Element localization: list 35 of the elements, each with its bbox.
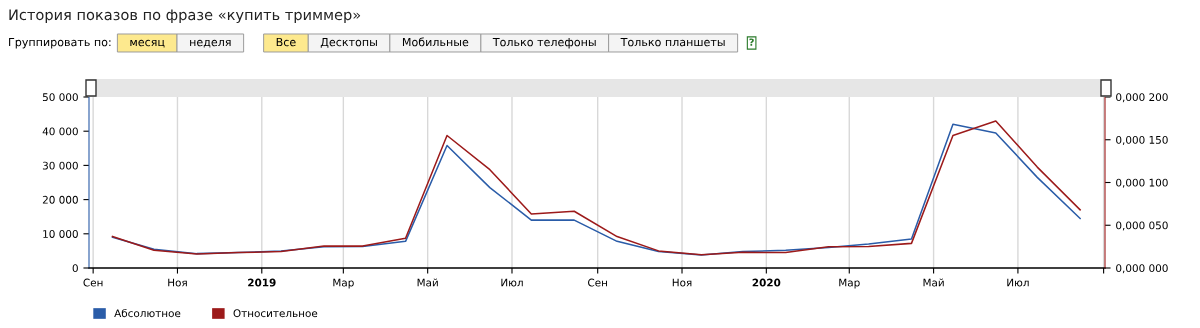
x-tick-label: Май bbox=[923, 278, 944, 287]
text: неделя bbox=[190, 39, 231, 48]
x-tick-label: 2020 bbox=[752, 278, 781, 287]
legend-label: Абсолютное bbox=[114, 308, 181, 318]
text: Только телефоны bbox=[492, 37, 596, 49]
x-tick-label: Сен bbox=[588, 278, 607, 287]
y2-tick-label: 0,000 100 bbox=[1116, 178, 1168, 188]
text: Группировать по: bbox=[9, 37, 111, 49]
y-tick-label: 0 bbox=[72, 264, 78, 273]
text: Десктопы bbox=[320, 37, 377, 48]
y2-tick-label: 0,000 200 bbox=[1116, 93, 1168, 103]
y-tick-label: 10 000 bbox=[43, 230, 78, 238]
y-tick-label: 40 000 bbox=[42, 127, 78, 136]
y-tick-label: 50 000 bbox=[42, 93, 78, 102]
text: Мобильные bbox=[402, 37, 469, 47]
text: Все bbox=[276, 37, 296, 47]
x-tick-label: Ноя bbox=[672, 278, 692, 287]
text: месяц bbox=[130, 39, 165, 48]
x-tick-label: Ноя bbox=[168, 278, 187, 287]
x-tick-label: Сен bbox=[83, 278, 103, 287]
chart-title: История показов по фразе «купить триммер» bbox=[9, 9, 361, 24]
x-tick-label: Июл bbox=[501, 278, 523, 287]
text: Только планшеты bbox=[620, 37, 725, 47]
y2-tick-label: 0,000 050 bbox=[1116, 221, 1168, 231]
y2-tick-label: 0,000 150 bbox=[1116, 135, 1168, 145]
text: ? bbox=[749, 38, 754, 46]
y-tick-label: 20 000 bbox=[42, 195, 78, 204]
legend-label: Относительное bbox=[233, 309, 318, 318]
y2-tick-label: 0,000 000 bbox=[1116, 264, 1168, 274]
x-tick-label: Мар bbox=[333, 278, 354, 289]
x-tick-label: 2019 bbox=[248, 278, 276, 287]
x-tick-label: Мар bbox=[839, 278, 860, 289]
x-tick-label: Май bbox=[417, 278, 438, 287]
x-tick-label: Июл bbox=[1007, 278, 1029, 287]
y-tick-label: 30 000 bbox=[42, 161, 78, 170]
